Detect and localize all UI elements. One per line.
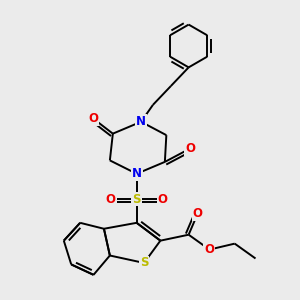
Text: N: N (136, 115, 146, 128)
Text: N: N (132, 167, 142, 180)
Text: O: O (158, 193, 167, 206)
Text: O: O (193, 207, 202, 220)
Text: S: S (132, 193, 141, 206)
Text: S: S (140, 256, 148, 269)
Text: O: O (106, 193, 116, 206)
Text: O: O (185, 142, 195, 155)
Text: O: O (204, 243, 214, 256)
Text: O: O (88, 112, 98, 125)
